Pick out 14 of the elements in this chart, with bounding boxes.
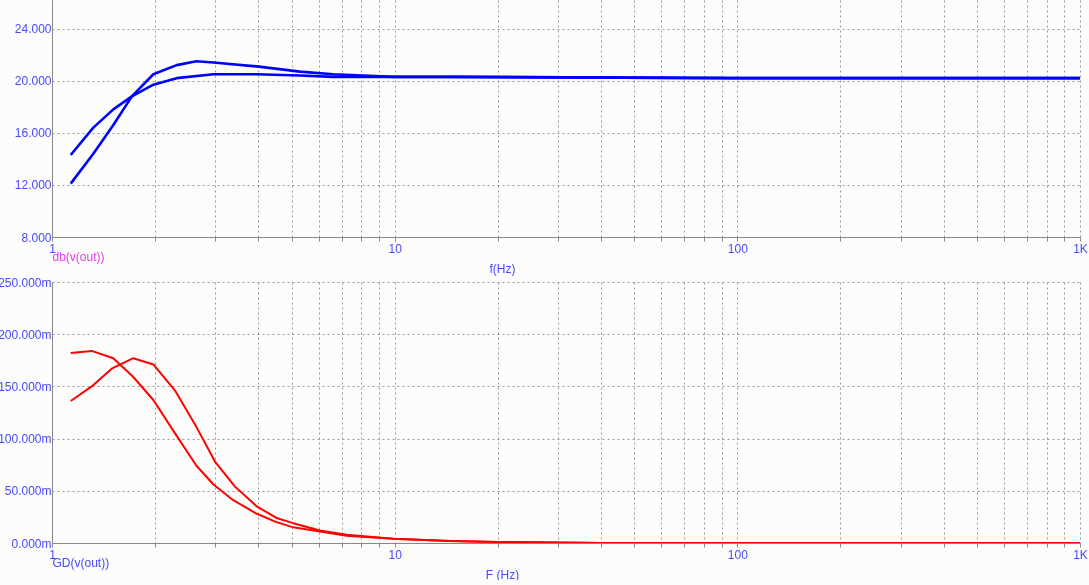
y-tick-label: 20.000 (14, 74, 52, 89)
y-tick-label: 16.000 (14, 126, 52, 141)
y-tick-label: 0.000m (11, 536, 52, 551)
x-tick-label: 10 (388, 547, 403, 562)
y-tick-label: 50.000m (4, 484, 52, 499)
x-tick-label: 1K (1073, 547, 1088, 562)
y-tick-label: 8.000 (21, 230, 52, 245)
y-tick-label: 24.000 (14, 22, 52, 37)
x-tick-label: 100 (727, 547, 749, 562)
x-tick-label: 10 (388, 241, 403, 256)
x-tick-label: 1K (1073, 241, 1088, 256)
y-tick-label: 12.000 (14, 178, 52, 193)
x-tick-label: 100 (727, 241, 749, 256)
x-axis-title: f(Hz) (489, 261, 516, 276)
